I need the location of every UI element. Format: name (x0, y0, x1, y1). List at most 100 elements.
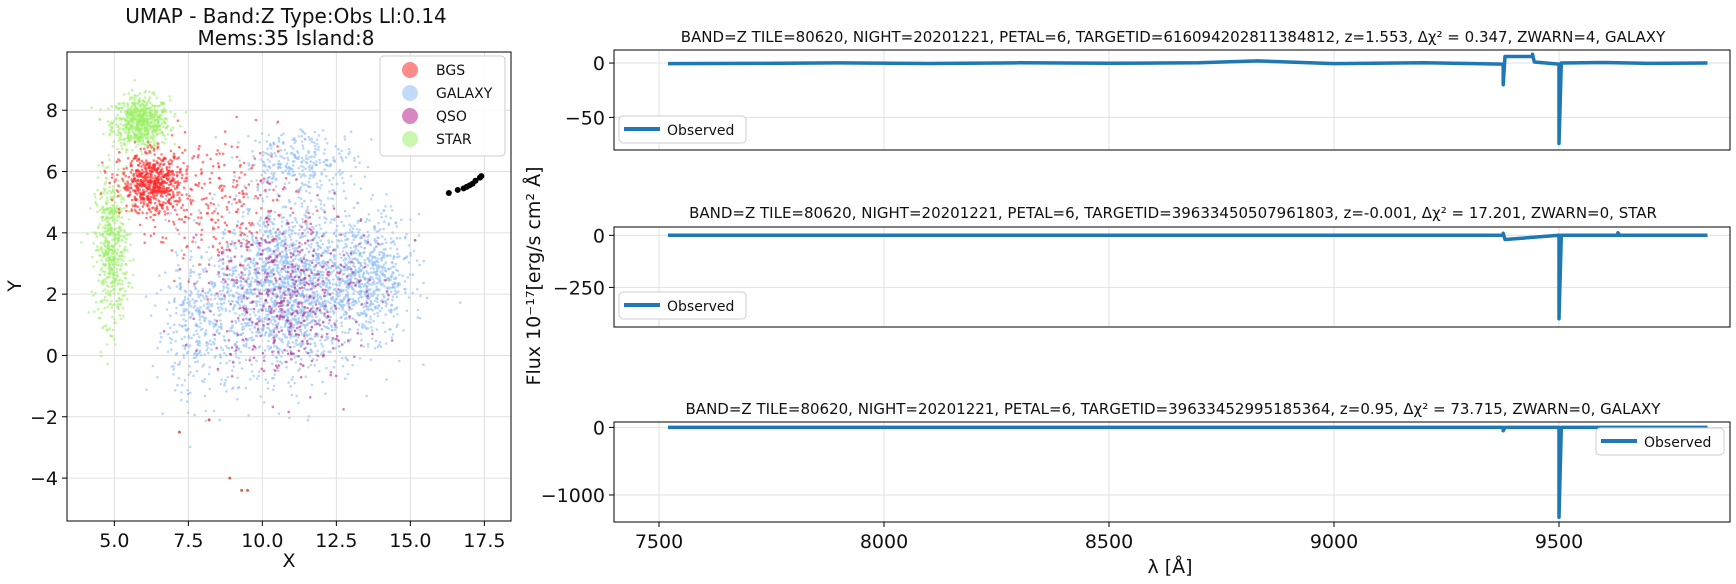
umap-point-galaxy (314, 163, 318, 167)
umap-point-galaxy (235, 355, 238, 359)
umap-point-bgs (129, 161, 133, 165)
umap-point-galaxy (241, 328, 244, 331)
umap-point-star (120, 144, 123, 148)
umap-point-galaxy (228, 329, 231, 333)
umap-point-galaxy (312, 227, 316, 230)
umap-point-galaxy (393, 289, 397, 292)
umap-point-star (160, 111, 164, 114)
umap-point-galaxy (220, 327, 223, 331)
umap-point-galaxy (189, 268, 192, 272)
umap-point-galaxy (273, 152, 277, 155)
umap-point-star (132, 96, 136, 100)
umap-point-galaxy (284, 275, 287, 279)
umap-point-galaxy (277, 352, 281, 356)
umap-point-galaxy (281, 244, 285, 248)
umap-point-star (107, 251, 111, 255)
umap-point-star (114, 277, 118, 281)
umap-point-galaxy (324, 137, 327, 141)
umap-point-galaxy (281, 141, 285, 145)
umap-point-galaxy (305, 227, 309, 230)
umap-point-galaxy (256, 317, 259, 321)
umap-point-bgs (116, 173, 119, 177)
umap-point-galaxy (266, 236, 270, 239)
umap-point-galaxy (313, 266, 316, 269)
umap-point-star (99, 197, 102, 201)
umap-point-star (156, 104, 159, 108)
umap-point-galaxy (187, 277, 191, 281)
umap-point-galaxy (183, 335, 186, 339)
umap-point-galaxy (321, 276, 325, 280)
umap-point-galaxy (369, 307, 373, 311)
umap-point-bgs (155, 190, 159, 193)
umap-point-galaxy (375, 267, 379, 270)
umap-point-galaxy (188, 445, 192, 449)
umap-point-galaxy (309, 185, 312, 189)
umap-point-star (117, 307, 120, 311)
umap-point-star (131, 273, 135, 277)
umap-point-galaxy (301, 289, 305, 293)
umap-point-galaxy (362, 285, 366, 288)
umap-point-galaxy (315, 358, 319, 362)
umap-point-galaxy (186, 301, 189, 305)
umap-point-galaxy (341, 159, 345, 163)
umap-point-galaxy (312, 306, 315, 310)
umap-point-galaxy (293, 356, 296, 359)
umap-point-galaxy (292, 293, 296, 296)
umap-point-galaxy (380, 257, 383, 260)
umap-point-galaxy (268, 214, 272, 218)
umap-point-galaxy (329, 163, 333, 167)
umap-point-galaxy (373, 239, 377, 243)
umap-point-bgs (125, 166, 128, 170)
umap-point-bgs (156, 156, 160, 160)
umap-point-galaxy (367, 282, 371, 286)
umap-point-galaxy (384, 299, 387, 303)
umap-point-galaxy (294, 318, 298, 321)
umap-point-galaxy (297, 196, 300, 199)
umap-point-galaxy (381, 293, 385, 296)
umap-point-galaxy (214, 207, 218, 210)
umap-point-bgs (144, 159, 148, 162)
umap-point-galaxy (332, 278, 335, 281)
umap-point-galaxy (173, 300, 176, 304)
umap-point-galaxy (350, 241, 354, 245)
umap-point-bgs (125, 209, 128, 213)
umap-point-galaxy (358, 357, 362, 360)
umap-point-galaxy (316, 293, 320, 297)
umap-point-galaxy (256, 288, 260, 291)
umap-point-galaxy (311, 277, 315, 280)
umap-point-galaxy (330, 197, 333, 200)
umap-point-galaxy (354, 247, 358, 251)
umap-point-bgs (130, 186, 133, 190)
umap-point-galaxy (340, 220, 343, 224)
umap-point-galaxy (173, 297, 176, 300)
umap-point-galaxy (315, 142, 319, 146)
umap-point-star (102, 324, 106, 328)
umap-point-galaxy (328, 190, 331, 193)
umap-point-galaxy (226, 255, 230, 258)
umap-point-star (114, 321, 117, 325)
umap-point-galaxy (279, 148, 283, 152)
umap-point-galaxy (345, 244, 349, 248)
umap-point-galaxy (266, 168, 269, 172)
umap-point-galaxy (390, 336, 394, 339)
umap-point-galaxy (263, 349, 267, 352)
umap-point-star (113, 217, 117, 221)
umap-point-galaxy (192, 219, 196, 222)
umap-point-galaxy (384, 205, 387, 208)
umap-point-galaxy (317, 236, 321, 239)
umap-point-galaxy (342, 246, 345, 250)
umap-point-galaxy (294, 342, 298, 345)
umap-point-galaxy (304, 161, 308, 164)
umap-point-galaxy (321, 304, 325, 308)
umap-point-galaxy (236, 386, 240, 390)
umap-point-galaxy (311, 212, 315, 216)
umap-point-star (126, 136, 129, 140)
umap-point-bgs (117, 207, 120, 211)
umap-point-galaxy (285, 167, 289, 170)
umap-point-galaxy (174, 339, 177, 343)
umap-point-galaxy (318, 302, 322, 306)
umap-point-galaxy (298, 224, 302, 227)
umap-point-galaxy (343, 296, 346, 299)
umap-point-bgs (126, 182, 130, 185)
umap-point-galaxy (309, 199, 313, 202)
